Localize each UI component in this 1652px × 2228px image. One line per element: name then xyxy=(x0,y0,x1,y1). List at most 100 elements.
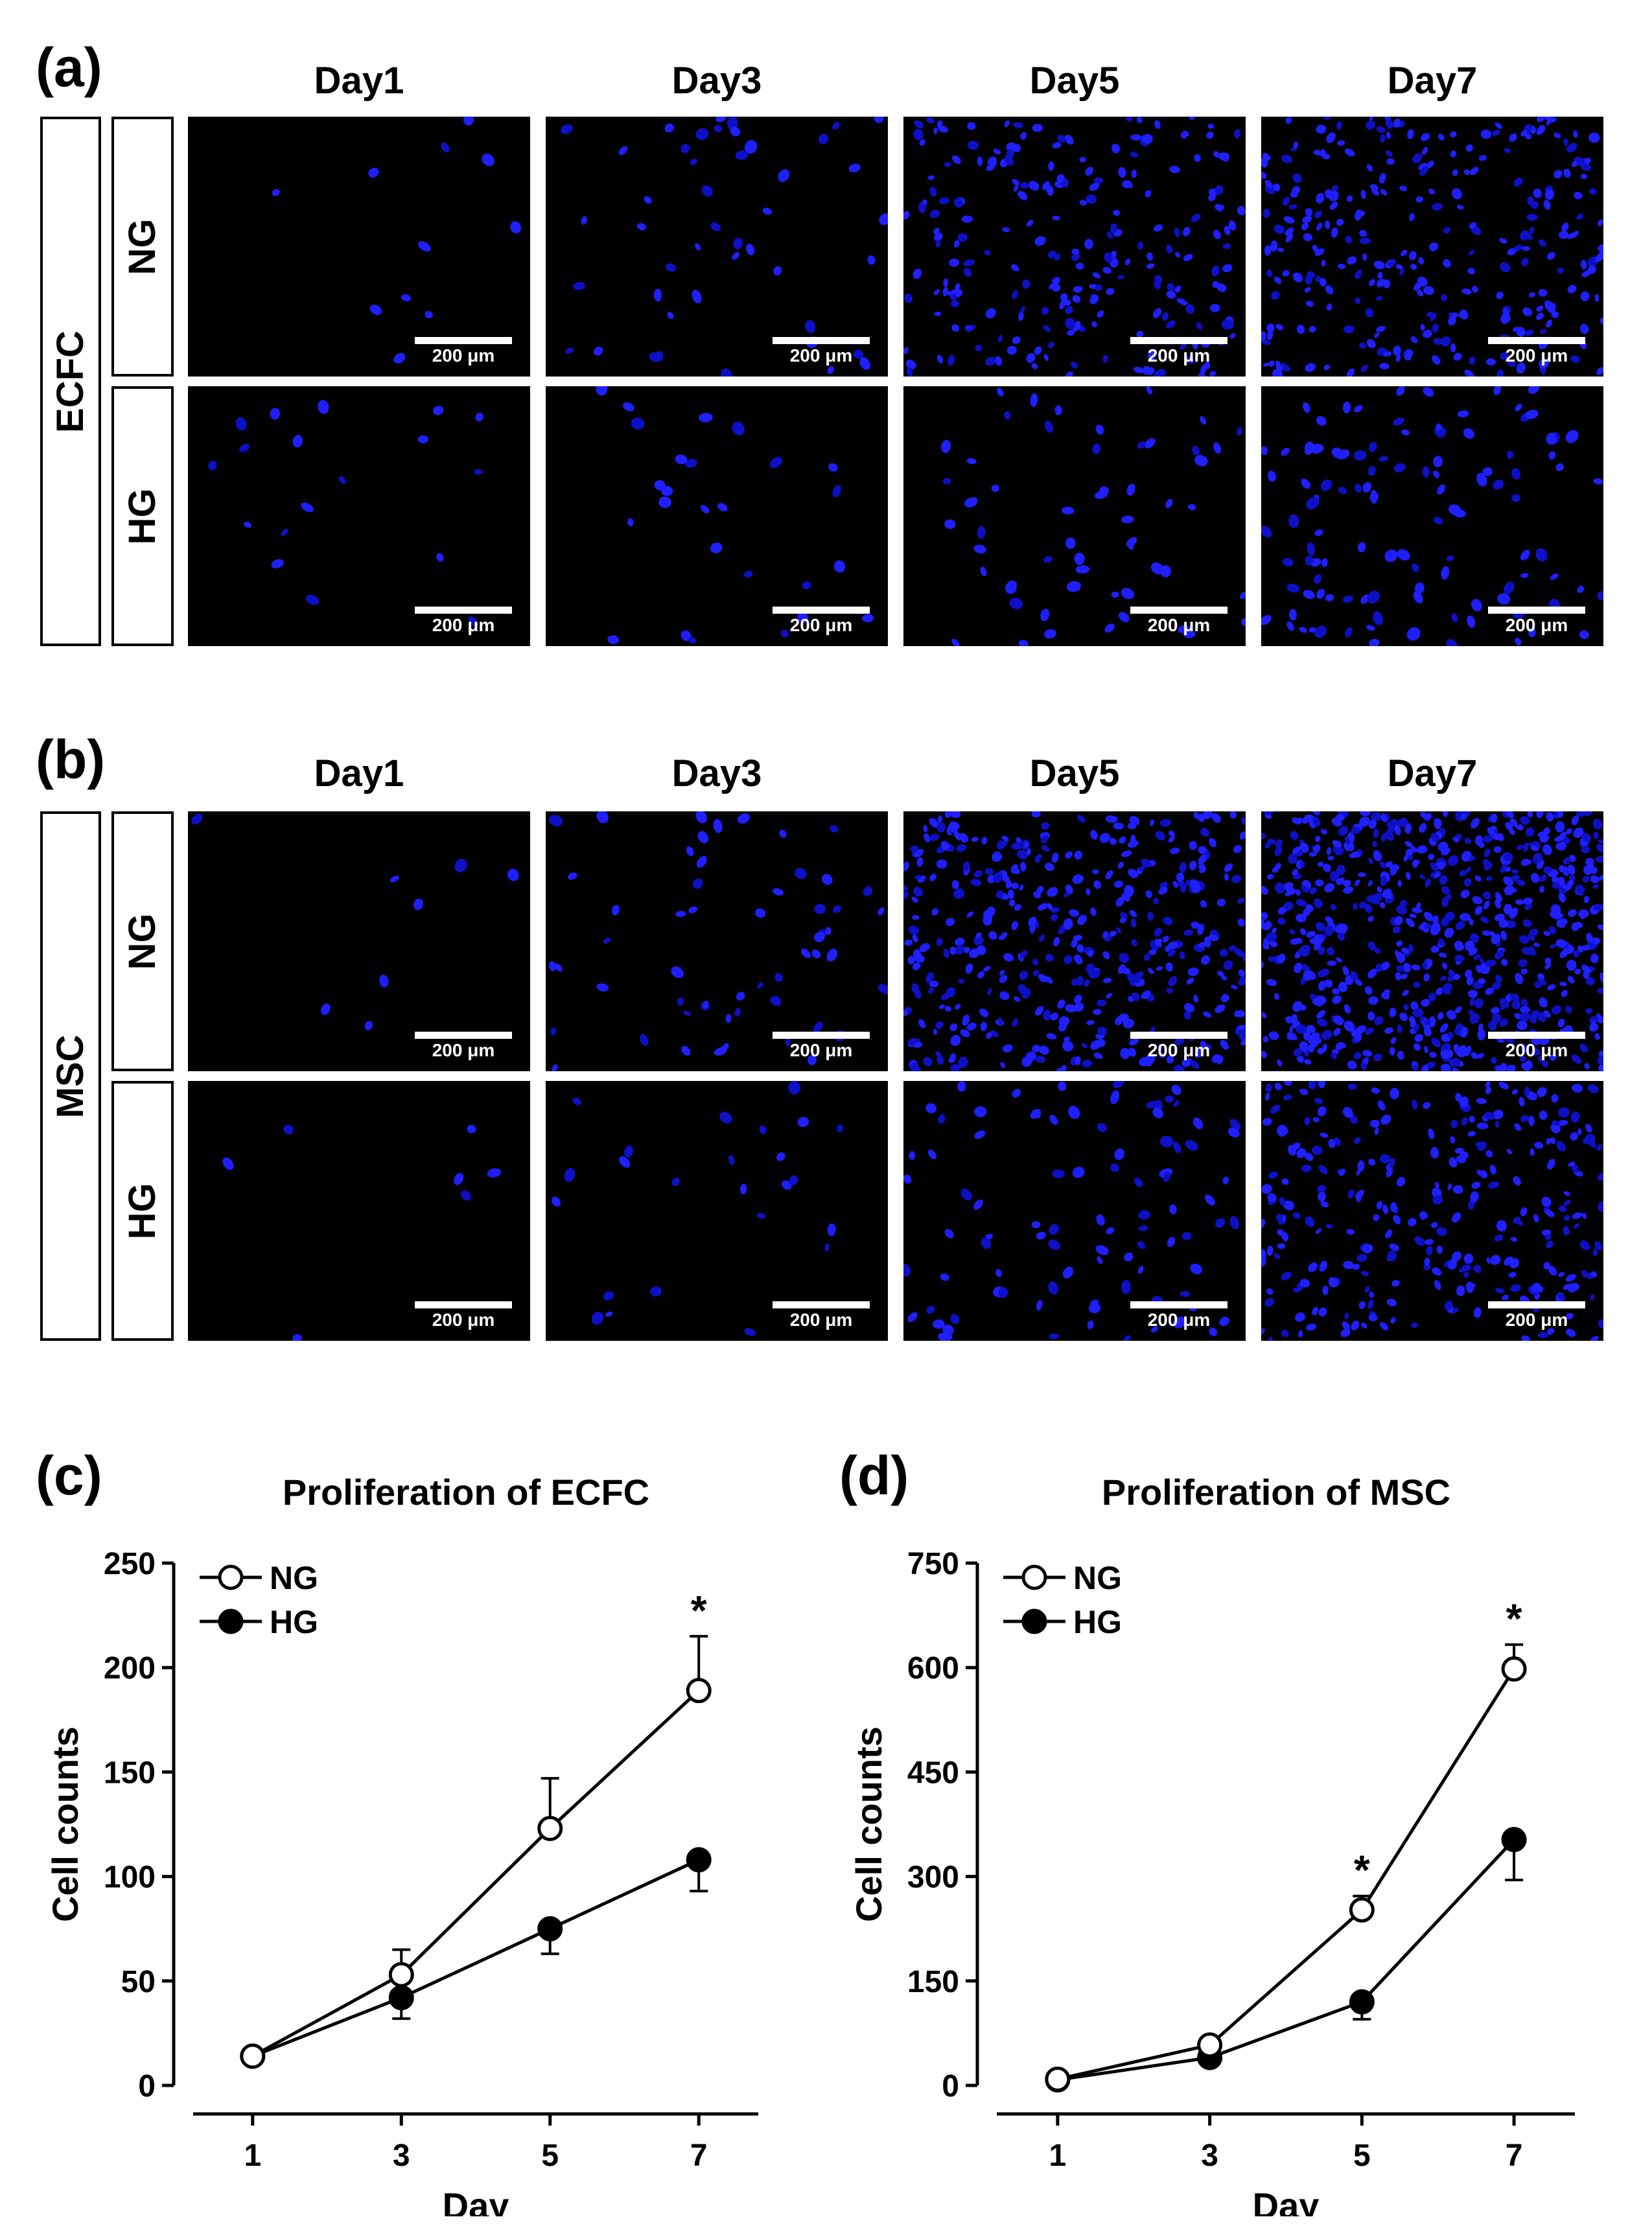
micrograph-msc-hg-day3: 200 μm xyxy=(546,1081,888,1341)
nucleus xyxy=(1290,1143,1301,1151)
micrograph-msc-hg-day1: 200 μm xyxy=(188,1081,530,1341)
nucleus xyxy=(1293,1048,1303,1057)
nucleus xyxy=(1465,1281,1474,1294)
nucleus xyxy=(1558,842,1565,851)
nucleus xyxy=(1588,1140,1597,1148)
nucleus xyxy=(468,616,478,627)
nucleus xyxy=(1572,1084,1583,1093)
nucleus xyxy=(581,216,587,225)
nucleus xyxy=(1065,537,1076,549)
nucleus xyxy=(1261,615,1272,625)
y-tick-label: 450 xyxy=(907,1756,959,1790)
nucleus xyxy=(1567,284,1577,294)
nucleus xyxy=(321,1003,331,1015)
nucleus xyxy=(1581,845,1590,853)
nucleus xyxy=(1274,1253,1281,1259)
nucleus xyxy=(985,308,996,319)
nucleus xyxy=(1229,811,1237,819)
nucleus xyxy=(671,1178,680,1187)
nucleus xyxy=(710,542,723,553)
nucleus xyxy=(1487,827,1495,836)
nucleus xyxy=(788,1081,800,1095)
nucleus xyxy=(1207,123,1215,129)
nucleus xyxy=(933,232,943,242)
nucleus xyxy=(1374,1127,1379,1135)
nucleus xyxy=(1104,623,1115,633)
nucleus xyxy=(454,859,467,872)
nucleus xyxy=(1215,1004,1226,1014)
nucleus xyxy=(1298,947,1310,957)
nucleus xyxy=(1413,282,1421,291)
nucleus xyxy=(1488,1181,1500,1189)
nucleus xyxy=(1558,892,1566,903)
nucleus xyxy=(1136,971,1143,980)
nucleus xyxy=(1274,224,1285,234)
x-tick-label: 3 xyxy=(393,2139,410,2173)
nucleus xyxy=(1494,950,1504,960)
nucleus xyxy=(1424,923,1432,929)
panel-b-group-box: MSC xyxy=(40,811,101,1341)
nucleus xyxy=(1162,312,1169,321)
nucleus xyxy=(1430,1146,1439,1159)
nucleus xyxy=(1368,996,1379,1005)
nucleus xyxy=(1290,831,1299,841)
nucleus xyxy=(1139,1056,1150,1067)
nucleus xyxy=(1568,909,1577,917)
nucleus xyxy=(1353,1137,1361,1144)
nucleus xyxy=(1241,817,1246,825)
nucleus xyxy=(1312,244,1318,253)
nucleus xyxy=(1362,482,1371,493)
nucleus xyxy=(1336,449,1350,459)
panel-a-col-day5: Day5 xyxy=(1029,60,1120,102)
nucleus xyxy=(1565,1273,1576,1282)
nucleus xyxy=(918,1019,926,1028)
nucleus xyxy=(1513,1216,1521,1224)
nucleus xyxy=(805,319,816,333)
nucleus xyxy=(1296,324,1305,334)
nucleus xyxy=(1423,286,1434,295)
panel-a-row-hg-label: HG xyxy=(121,488,163,544)
nucleus xyxy=(1593,478,1603,485)
nucleus xyxy=(1301,1165,1312,1172)
nucleus xyxy=(1183,929,1193,936)
nucleus xyxy=(1180,1290,1191,1297)
nucleus xyxy=(1369,117,1374,121)
nucleus xyxy=(1095,1245,1109,1255)
nucleus xyxy=(1470,1191,1479,1203)
nucleus xyxy=(1565,430,1579,443)
nucleus xyxy=(1145,190,1152,198)
nucleus xyxy=(1582,876,1590,883)
nucleus xyxy=(1022,279,1030,289)
nucleus xyxy=(191,813,203,825)
nucleus xyxy=(1301,222,1309,231)
scale-bar-line xyxy=(773,1301,870,1308)
nucleus xyxy=(1493,1109,1504,1120)
nucleus xyxy=(1261,912,1268,919)
nucleus xyxy=(1136,117,1143,124)
nucleus xyxy=(1364,1286,1370,1294)
nucleus xyxy=(1543,1262,1551,1270)
nucleus xyxy=(1396,940,1403,947)
nucleus xyxy=(1397,1050,1404,1060)
nucleus xyxy=(1012,179,1020,186)
nucleus xyxy=(1491,813,1498,823)
nucleus xyxy=(1310,1038,1320,1048)
nucleus xyxy=(1123,1335,1132,1341)
nucleus xyxy=(1359,237,1371,244)
nucleus xyxy=(1277,917,1286,925)
nucleus xyxy=(1360,1062,1367,1071)
nucleus xyxy=(1504,1256,1513,1266)
nucleus xyxy=(686,846,694,857)
nucleus xyxy=(1571,815,1579,826)
nucleus xyxy=(1381,833,1387,842)
y-axis-label: Cell counts xyxy=(45,1726,86,1922)
nucleus xyxy=(730,126,741,137)
nucleus xyxy=(1387,1250,1397,1262)
nucleus xyxy=(1581,260,1587,270)
nucleus xyxy=(1509,888,1517,893)
nucleus xyxy=(1092,869,1099,875)
nucleus xyxy=(1277,953,1286,964)
nucleus xyxy=(929,833,940,841)
nucleus xyxy=(966,1023,977,1031)
nucleus xyxy=(1547,1159,1555,1170)
